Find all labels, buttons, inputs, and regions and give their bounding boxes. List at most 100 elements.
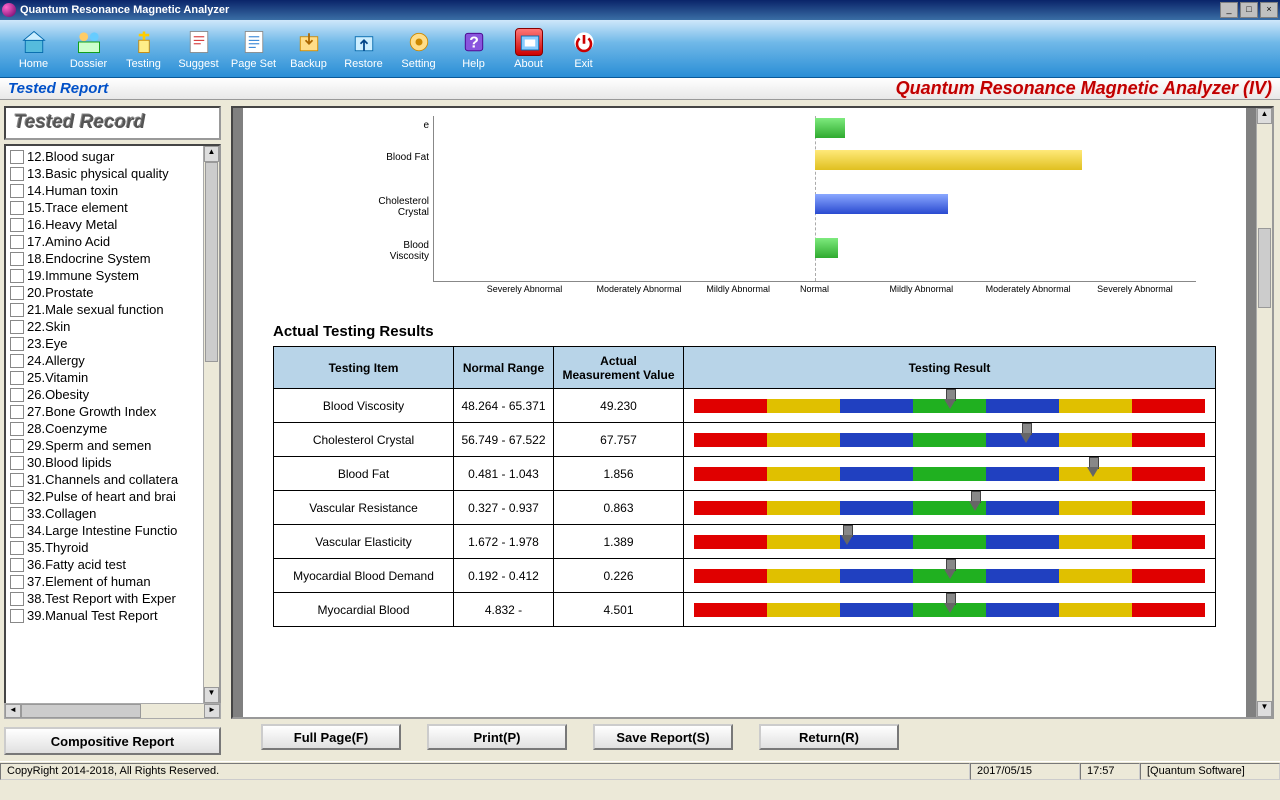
- tree-item[interactable]: 13.Basic physical quality: [8, 165, 201, 182]
- print-button[interactable]: Print(P): [427, 724, 567, 750]
- tree-item[interactable]: 32.Pulse of heart and brai: [8, 488, 201, 505]
- tree-item[interactable]: 22.Skin: [8, 318, 201, 335]
- save-report-button[interactable]: Save Report(S): [593, 724, 733, 750]
- toolbar-suggest-button[interactable]: Suggest: [171, 23, 226, 75]
- chart-ylabel: Cholesterol Crystal: [373, 196, 429, 218]
- tree-item[interactable]: 17.Amino Acid: [8, 233, 201, 250]
- gauge-pointer-icon: [841, 525, 853, 547]
- tree-item[interactable]: 28.Coenzyme: [8, 420, 201, 437]
- tree-item-label: 12.Blood sugar: [27, 149, 114, 164]
- tree-item[interactable]: 38.Test Report with Exper: [8, 590, 201, 607]
- tree-item[interactable]: 23.Eye: [8, 335, 201, 352]
- titlebar: Quantum Resonance Magnetic Analyzer _ □ …: [0, 0, 1280, 20]
- tree-item[interactable]: 29.Sperm and semen: [8, 437, 201, 454]
- report-page: eBlood FatCholesterol CrystalBlood Visco…: [243, 108, 1246, 717]
- tree-item[interactable]: 24.Allergy: [8, 352, 201, 369]
- suggest-icon: [185, 28, 213, 56]
- chart-xlabel: Moderately Abnormal: [596, 284, 681, 294]
- tree-item[interactable]: 35.Thyroid: [8, 539, 201, 556]
- tree-item[interactable]: 15.Trace element: [8, 199, 201, 216]
- scroll-thumb[interactable]: [205, 162, 218, 362]
- tree-item-label: 19.Immune System: [27, 268, 139, 283]
- maximize-button[interactable]: □: [1240, 2, 1258, 18]
- scroll-up-icon[interactable]: ▲: [204, 146, 219, 162]
- record-tree[interactable]: 12.Blood sugar13.Basic physical quality1…: [6, 146, 203, 703]
- tree-item[interactable]: 31.Channels and collatera: [8, 471, 201, 488]
- tree-item[interactable]: 36.Fatty acid test: [8, 556, 201, 573]
- pageset-icon: [240, 28, 268, 56]
- gauge-pointer-icon: [944, 389, 956, 411]
- toolbar-home-button[interactable]: Home: [6, 23, 61, 75]
- results-heading: Actual Testing Results: [273, 323, 1216, 340]
- toolbar-restore-button[interactable]: Restore: [336, 23, 391, 75]
- chart-xlabel: Mildly Abnormal: [890, 284, 954, 294]
- cell-value: 1.389: [554, 525, 684, 559]
- result-gauge: [694, 399, 1205, 413]
- toolbar-exit-button[interactable]: Exit: [556, 23, 611, 75]
- cell-range: 56.749 - 67.522: [454, 423, 554, 457]
- tree-item[interactable]: 27.Bone Growth Index: [8, 403, 201, 420]
- scroll-down-icon[interactable]: ▼: [204, 687, 219, 703]
- tree-item[interactable]: 39.Manual Test Report: [8, 607, 201, 624]
- tree-item[interactable]: 34.Large Intestine Functio: [8, 522, 201, 539]
- close-button[interactable]: ×: [1260, 2, 1278, 18]
- toolbar-help-button[interactable]: ?Help: [446, 23, 501, 75]
- tree-hscrollbar[interactable]: ◄ ►: [4, 703, 221, 719]
- tree-item[interactable]: 16.Heavy Metal: [8, 216, 201, 233]
- cell-item: Cholesterol Crystal: [274, 423, 454, 457]
- tree-item-label: 25.Vitamin: [27, 370, 88, 385]
- result-gauge: [694, 603, 1205, 617]
- compositive-report-button[interactable]: Compositive Report: [4, 727, 221, 755]
- minimize-button[interactable]: _: [1220, 2, 1238, 18]
- cell-range: 0.481 - 1.043: [454, 457, 554, 491]
- tree-item[interactable]: 21.Male sexual function: [8, 301, 201, 318]
- scroll-down-icon[interactable]: ▼: [1257, 701, 1272, 717]
- table-header: Actual Measurement Value: [554, 347, 684, 389]
- table-header: Normal Range: [454, 347, 554, 389]
- chart-bar: [815, 238, 838, 258]
- scroll-thumb[interactable]: [1258, 228, 1271, 308]
- toolbar-dossier-button[interactable]: Dossier: [61, 23, 116, 75]
- cell-gauge: [684, 525, 1216, 559]
- tree-item-label: 26.Obesity: [27, 387, 89, 402]
- tree-item[interactable]: 33.Collagen: [8, 505, 201, 522]
- toolbar-pageset-button[interactable]: Page Set: [226, 23, 281, 75]
- sidebar: Tested Record 12.Blood sugar13.Basic phy…: [0, 100, 225, 761]
- chart-ylabel: Blood Viscosity: [373, 240, 429, 262]
- tree-item[interactable]: 25.Vitamin: [8, 369, 201, 386]
- tree-vscrollbar[interactable]: ▲ ▼: [203, 146, 219, 703]
- page-title: Tested Report: [8, 80, 108, 97]
- toolbar-testing-button[interactable]: Testing: [116, 23, 171, 75]
- tree-item[interactable]: 12.Blood sugar: [8, 148, 201, 165]
- return-button[interactable]: Return(R): [759, 724, 899, 750]
- tree-item[interactable]: 14.Human toxin: [8, 182, 201, 199]
- toolbar-setting-button[interactable]: Setting: [391, 23, 446, 75]
- cell-gauge: [684, 593, 1216, 627]
- hscroll-thumb[interactable]: [21, 704, 141, 718]
- toolbar-backup-button[interactable]: Backup: [281, 23, 336, 75]
- toolbar-label: About: [514, 58, 543, 70]
- table-row: Blood Viscosity48.264 - 65.37149.230: [274, 389, 1216, 423]
- table-row: Vascular Elasticity1.672 - 1.9781.389: [274, 525, 1216, 559]
- tree-item[interactable]: 37.Element of human: [8, 573, 201, 590]
- scroll-up-icon[interactable]: ▲: [1257, 108, 1272, 124]
- report-vscrollbar[interactable]: ▲ ▼: [1256, 108, 1272, 717]
- report-panel: eBlood FatCholesterol CrystalBlood Visco…: [225, 100, 1280, 761]
- cell-value: 0.863: [554, 491, 684, 525]
- scroll-right-icon[interactable]: ►: [204, 704, 220, 718]
- tree-item[interactable]: 20.Prostate: [8, 284, 201, 301]
- tree-item[interactable]: 18.Endocrine System: [8, 250, 201, 267]
- toolbar-about-button[interactable]: About: [501, 23, 556, 75]
- tree-item[interactable]: 30.Blood lipids: [8, 454, 201, 471]
- scroll-left-icon[interactable]: ◄: [5, 704, 21, 718]
- tree-item[interactable]: 26.Obesity: [8, 386, 201, 403]
- tree-item[interactable]: 19.Immune System: [8, 267, 201, 284]
- fullpage-button[interactable]: Full Page(F): [261, 724, 401, 750]
- chart-ylabel: e: [373, 120, 429, 131]
- chart-xlabel: Mildly Abnormal: [706, 284, 770, 294]
- tree-item-label: 34.Large Intestine Functio: [27, 523, 177, 538]
- setting-icon: [405, 28, 433, 56]
- tree-item-label: 37.Element of human: [27, 574, 151, 589]
- toolbar-label: Page Set: [231, 58, 276, 70]
- cell-gauge: [684, 559, 1216, 593]
